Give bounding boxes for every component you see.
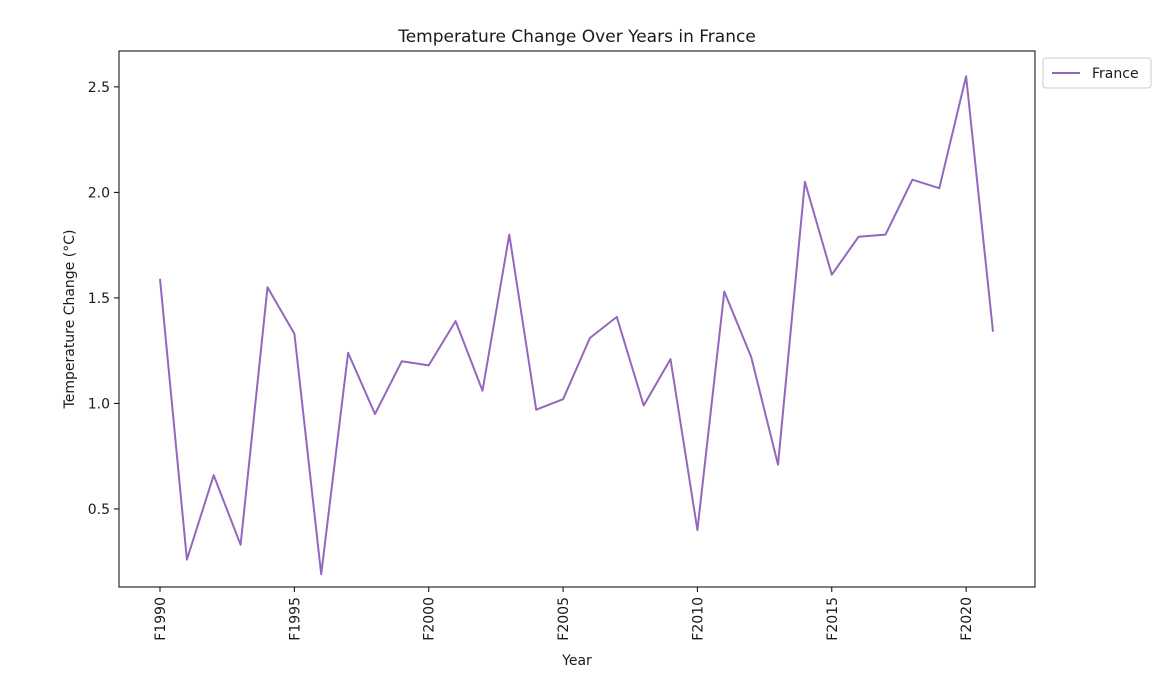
axes-frame [118, 50, 1036, 588]
y-tick-label: 2.5 [88, 80, 110, 96]
y-tick-label: 0.5 [88, 502, 110, 518]
x-tick-label: F2005 [556, 597, 572, 641]
x-tick-label: F2020 [959, 597, 975, 641]
legend-frame [1042, 57, 1152, 89]
x-tick-label: F2010 [690, 597, 706, 641]
plot-area: F1990 F1995 F2000 F2005 F2010 F2015 F2020 0.5 1.… [88, 50, 1036, 641]
y-tick-label: 1.0 [88, 396, 110, 412]
y-tick-label: 1.5 [88, 291, 110, 307]
x-axis-label: Year [561, 653, 592, 669]
y-tick-label: 2.0 [88, 185, 110, 201]
x-tick-label: F2000 [422, 597, 438, 641]
y-axis-label: Temperature Change (°C) [62, 230, 78, 410]
legend: France [1042, 57, 1152, 89]
x-tick-label: F2015 [825, 597, 841, 641]
x-tick-label: F1990 [153, 597, 169, 641]
chart-title: Temperature Change Over Years in France [397, 27, 756, 47]
x-tick-label: F1995 [287, 597, 303, 641]
legend-label-france: France [1092, 66, 1139, 82]
series-line-france [159, 75, 994, 576]
